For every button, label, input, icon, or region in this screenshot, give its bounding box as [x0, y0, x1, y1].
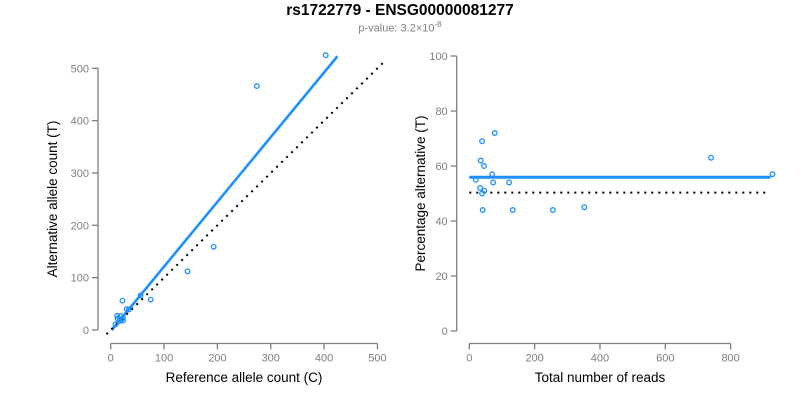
figure-title: rs1722779 - ENSG00000081277 [286, 2, 514, 19]
right-data-point [509, 207, 516, 213]
left-y-tick-label: 500 [71, 63, 89, 75]
right-data-point [769, 171, 776, 178]
right-data-point [549, 207, 556, 213]
left-identity-line [105, 59, 387, 335]
left-x-tick-label: 300 [262, 353, 280, 365]
right-data-point [477, 157, 484, 164]
left-x-tick-label: 500 [368, 353, 386, 365]
right-data-point [481, 163, 487, 169]
right-data-point [506, 179, 513, 186]
left-data-point [253, 83, 260, 90]
right-y-axis-title: Percentage alternative (T) [413, 115, 428, 271]
right-y-tick-label: 100 [429, 51, 447, 63]
left-data-point [119, 297, 126, 304]
right-data-point [581, 204, 588, 211]
right-x-tick-label: 0 [466, 353, 472, 365]
right-data-point [491, 130, 498, 136]
left-y-tick-label: 100 [71, 273, 89, 285]
left-data-point [184, 268, 191, 275]
left-data-point [125, 306, 132, 313]
left-data-point [137, 292, 144, 299]
right-data-point [477, 185, 484, 191]
left-x-tick-label: 200 [208, 353, 226, 365]
left-x-tick-label: 0 [108, 353, 114, 365]
left-y-tick-label: 400 [71, 116, 89, 128]
right-data-point [479, 190, 485, 197]
left-data-point [114, 312, 121, 319]
left-data-point [147, 296, 154, 303]
right-x-axis-title: Total number of reads [535, 370, 666, 385]
left-y-tick-label: 300 [71, 168, 89, 180]
right-y-tick-label: 60 [435, 161, 447, 173]
left-y-tick-label: 0 [83, 325, 89, 337]
left-y-tick-label: 200 [71, 220, 89, 232]
left-data-point [112, 321, 119, 328]
right-data-point [489, 171, 496, 178]
right-y-tick-label: 20 [435, 271, 447, 283]
left-fit-line [110, 55, 339, 331]
right-data-point [708, 154, 714, 161]
left-data-point [210, 243, 217, 250]
right-data-point [472, 176, 479, 183]
right-x-tick-label: 800 [721, 353, 739, 365]
right-x-tick-label: 400 [591, 353, 609, 365]
right-x-tick-label: 600 [656, 353, 674, 365]
left-y-axis-title: Alternative allele count (T) [45, 121, 60, 278]
left-data-point [322, 52, 329, 59]
right-x-tick-label: 200 [525, 353, 543, 365]
right-y-tick-label: 40 [435, 216, 447, 228]
right-y-tick-label: 80 [435, 106, 447, 118]
right-y-tick-label: 0 [442, 326, 448, 338]
left-x-tick-label: 400 [315, 353, 333, 365]
right-data-point [479, 138, 485, 145]
right-data-point [479, 207, 486, 213]
left-x-axis-title: Reference allele count (C) [166, 370, 323, 385]
left-data-point [120, 317, 126, 324]
p-value-text: p-value: 3.2×10 [358, 22, 435, 35]
p-value-exponent: -8 [434, 20, 442, 29]
figure-subtitle: p-value: 3.2×10-8 [0, 20, 800, 35]
left-x-tick-label: 100 [155, 353, 173, 365]
right-data-point [490, 179, 497, 186]
